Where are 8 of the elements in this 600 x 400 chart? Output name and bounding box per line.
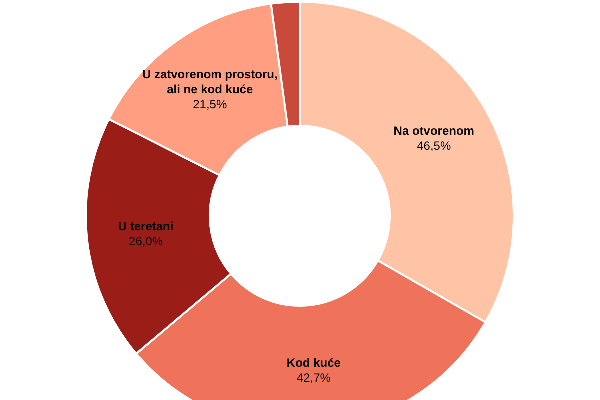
- slice-label: Na otvorenom: [394, 124, 474, 138]
- slice-label: U zatvorenom prostoru, ali ne kod kuće: [142, 68, 278, 97]
- data-label: 42,7%: [296, 370, 332, 385]
- data-label: 26,0%: [129, 234, 164, 248]
- slice-label: Kod kuće: [286, 356, 342, 370]
- data-label: 21,5%: [193, 98, 228, 112]
- data-label: 46,5%: [417, 138, 452, 153]
- slice-label: U teretani: [118, 219, 174, 234]
